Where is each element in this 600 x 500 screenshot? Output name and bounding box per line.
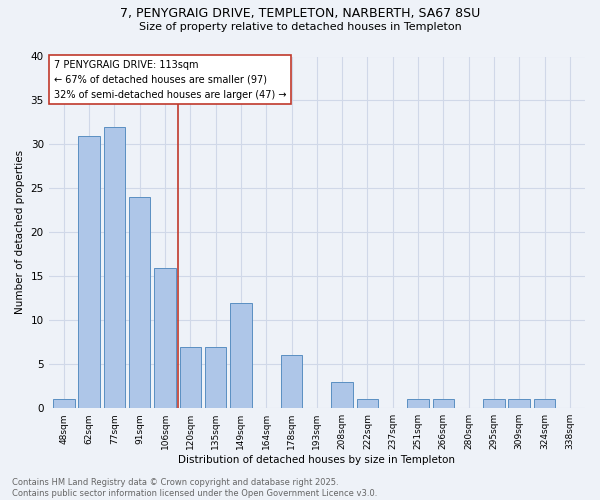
Bar [79,136,100,408]
Bar [331,382,353,408]
Bar [508,400,530,408]
Bar [205,346,226,408]
Text: 7 PENYGRAIG DRIVE: 113sqm
← 67% of detached houses are smaller (97)
32% of semi-: 7 PENYGRAIG DRIVE: 113sqm ← 67% of detac… [54,60,287,100]
Bar [407,400,429,408]
Bar [483,400,505,408]
Bar [281,356,302,408]
Bar [104,127,125,408]
Bar [154,268,176,408]
Text: Size of property relative to detached houses in Templeton: Size of property relative to detached ho… [139,22,461,32]
Y-axis label: Number of detached properties: Number of detached properties [15,150,25,314]
Bar [129,197,151,408]
Bar [230,302,251,408]
Bar [534,400,555,408]
Bar [53,400,74,408]
X-axis label: Distribution of detached houses by size in Templeton: Distribution of detached houses by size … [178,455,455,465]
Text: Contains HM Land Registry data © Crown copyright and database right 2025.
Contai: Contains HM Land Registry data © Crown c… [12,478,377,498]
Bar [433,400,454,408]
Text: 7, PENYGRAIG DRIVE, TEMPLETON, NARBERTH, SA67 8SU: 7, PENYGRAIG DRIVE, TEMPLETON, NARBERTH,… [120,8,480,20]
Bar [179,346,201,408]
Bar [356,400,378,408]
